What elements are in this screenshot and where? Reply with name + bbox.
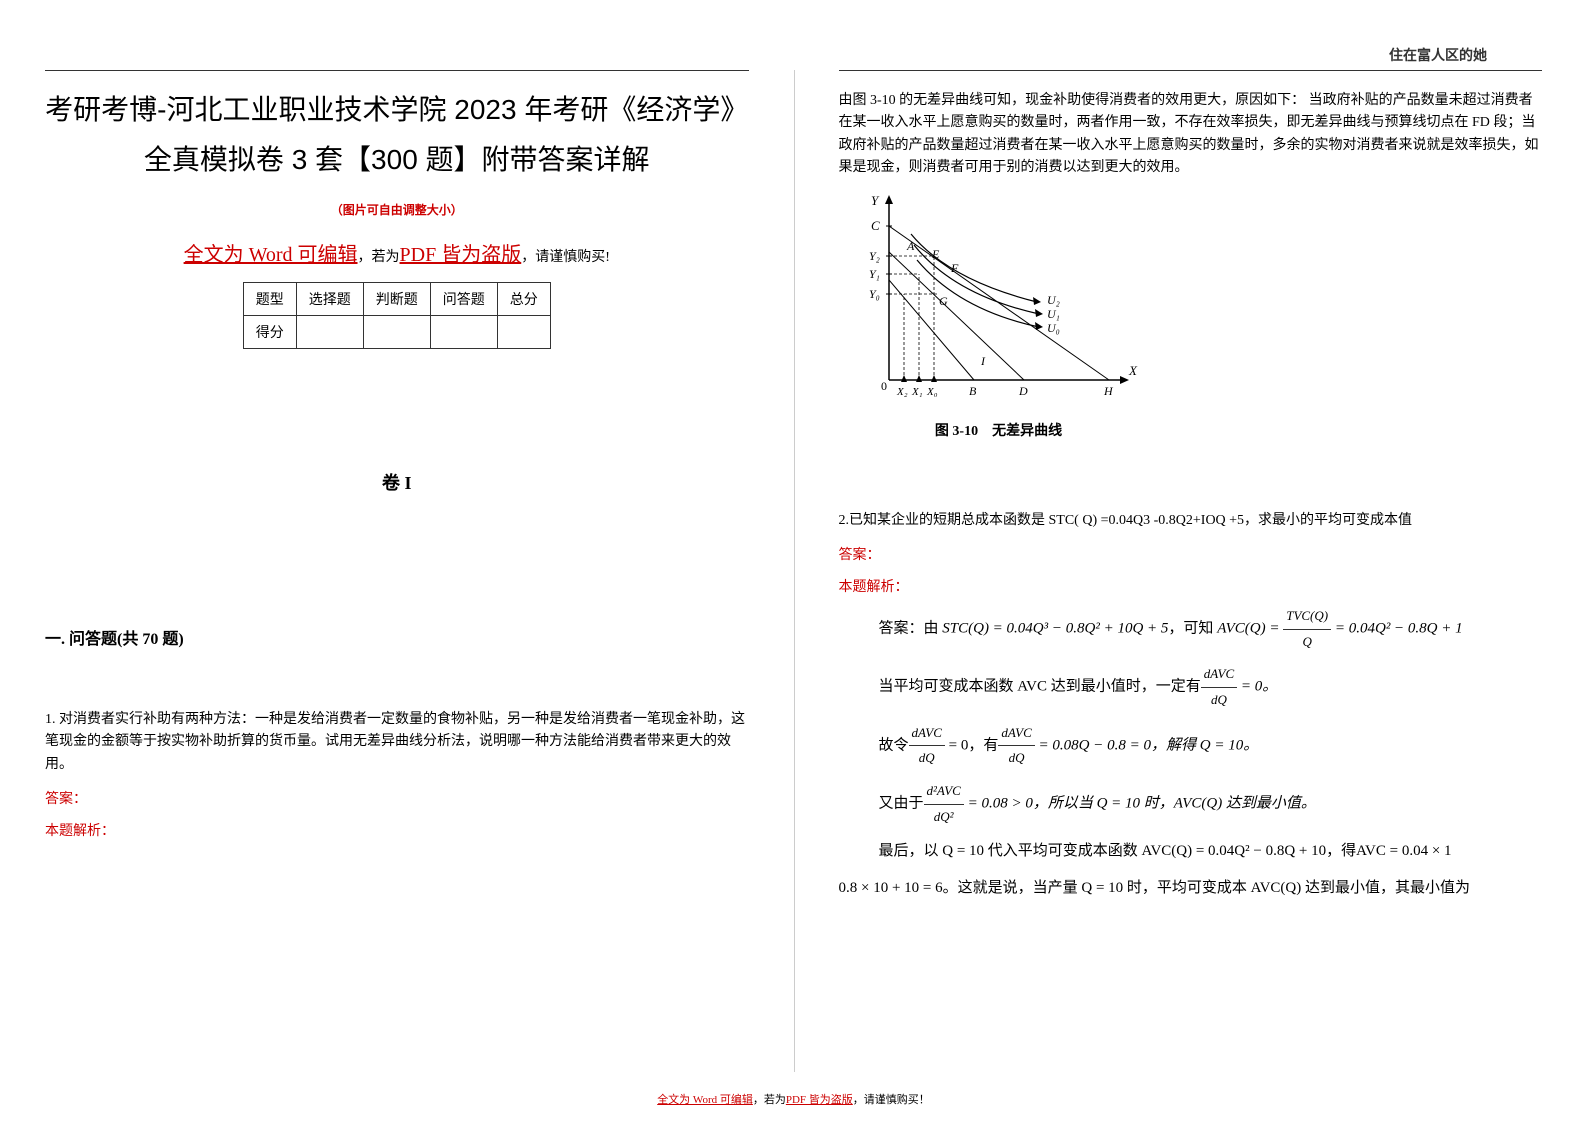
svg-text:X: X: [1128, 363, 1138, 378]
mid: ，可知: [1168, 621, 1217, 637]
svg-text:E: E: [931, 247, 940, 261]
svg-text:X₂: X₂: [896, 386, 908, 398]
pdf-pirate-text: PDF 皆为盗版: [400, 244, 522, 266]
answer-label: 答案：: [839, 544, 1543, 564]
question-1: 1. 对消费者实行补助有两种方法：一种是发给消费者一定数量的食物补贴，另一种是发…: [45, 709, 749, 776]
fraction: dAVCdQ: [909, 721, 945, 771]
table-row: 得分: [243, 315, 550, 348]
svg-text:D: D: [1018, 384, 1028, 398]
header-rule: [839, 70, 1543, 71]
diagram-svg: Y X 0 C Y₂ Y₁ Y₀ U: [859, 190, 1139, 410]
result: = 0.04Q² − 0.8Q + 1: [1331, 621, 1463, 637]
left-page: 考研考博-河北工业职业技术学院 2023 年考研《经济学》全真模拟卷 3 套【3…: [0, 0, 794, 1122]
fraction: dAVCdQ: [1201, 662, 1237, 712]
question-2: 2.已知某企业的短期总成本函数是 STC( Q) =0.04Q3 -0.8Q2+…: [839, 510, 1543, 532]
svg-text:U₀: U₀: [1047, 321, 1060, 335]
score-label-cell: 得分: [243, 315, 296, 348]
math-line-4: 又由于d²AVCdQ² = 0.08 > 0，所以当 Q = 10 时，AVC(…: [879, 779, 1543, 829]
image-size-note: （图片可自由调整大小）: [45, 201, 749, 218]
header-cell: 总分: [497, 282, 550, 315]
edit-end: ，请谨慎购买!: [521, 250, 610, 265]
svg-text:Y: Y: [871, 193, 880, 208]
svg-text:X₀: X₀: [926, 386, 938, 398]
empty-cell: [497, 315, 550, 348]
svg-text:X₁: X₁: [911, 386, 923, 398]
avc-label: AVC(Q) =: [1217, 621, 1283, 637]
fraction: TVC(Q)Q: [1283, 604, 1331, 654]
right-page: 住在富人区的她 由图 3-10 的无差异曲线可知，现金补助使得消费者的效用更大，…: [794, 0, 1587, 1122]
svg-text:C: C: [871, 218, 880, 233]
diagram-caption: 图 3-10 无差异曲线: [859, 420, 1139, 440]
footer-notice: 全文为 Word 可编辑，若为PDF 皆为盗版，请谨慎购买！: [0, 1091, 1587, 1107]
line5: 最后，以 Q = 10 代入平均可变成本函数 AVC(Q) = 0.04Q² −…: [879, 843, 1452, 859]
math-line-2: 当平均可变成本函数 AVC 达到最小值时，一定有dAVCdQ = 0。: [879, 662, 1543, 712]
footer-pdf: PDF 皆为盗版: [786, 1094, 853, 1106]
empty-cell: [363, 315, 430, 348]
word-editable-text: 全文为 Word 可编辑: [184, 244, 358, 266]
footer-word: 全文为 Word 可编辑: [657, 1094, 753, 1106]
document-title: 考研考博-河北工业职业技术学院 2023 年考研《经济学》全真模拟卷 3 套【3…: [45, 85, 749, 186]
table-row: 题型 选择题 判断题 问答题 总分: [243, 282, 550, 315]
svg-text:Y₀: Y₀: [869, 287, 880, 301]
explanation-text: 由图 3-10 的无差异曲线可知，现金补助使得消费者的效用更大，原因如下： 当政…: [839, 90, 1543, 180]
calc: = 0.08Q − 0.8 = 0，解得 Q = 10。: [1035, 737, 1258, 753]
score-table: 题型 选择题 判断题 问答题 总分 得分: [243, 282, 551, 349]
footer-end: ，请谨慎购买！: [853, 1094, 930, 1106]
analysis-label: 本题解析：: [45, 820, 749, 840]
math-line-3: 故令dAVCdQ = 0，有dAVCdQ = 0.08Q − 0.8 = 0，解…: [879, 721, 1543, 771]
indifference-curve-diagram: Y X 0 C Y₂ Y₁ Y₀ U: [859, 190, 1543, 440]
answer-label: 答案：: [45, 788, 749, 808]
prefix: 故令: [879, 737, 909, 753]
volume-label: 卷 I: [45, 469, 749, 495]
edit-notice: 全文为 Word 可编辑，若为PDF 皆为盗版，请谨慎购买!: [45, 238, 749, 267]
prefix: 又由于: [879, 796, 924, 812]
analysis-label: 本题解析：: [839, 576, 1543, 596]
math-line-6: 0.8 × 10 + 10 = 6。这就是说，当产量 Q = 10 时，平均可变…: [839, 874, 1543, 903]
end: = 0。: [1237, 679, 1277, 695]
math-line-5: 最后，以 Q = 10 代入平均可变成本函数 AVC(Q) = 0.04Q² −…: [879, 837, 1543, 866]
svg-text:I: I: [980, 354, 986, 368]
fraction: d²AVCdQ²: [924, 779, 964, 829]
header-cell: 问答题: [430, 282, 497, 315]
svg-text:A: A: [906, 239, 915, 253]
svg-text:U₂: U₂: [1047, 293, 1060, 307]
prefix: 当平均可变成本函数 AVC 达到最小值时，一定有: [879, 679, 1201, 695]
fraction: dAVCdQ: [998, 721, 1034, 771]
watermark-text: 住在富人区的她: [1389, 45, 1487, 65]
svg-text:U₁: U₁: [1047, 307, 1060, 321]
end: = 0.08 > 0，所以当 Q = 10 时，AVC(Q) 达到最小值。: [964, 796, 1316, 812]
footer-mid: ，若为: [753, 1094, 786, 1106]
header-rule: [45, 70, 749, 71]
svg-text:B: B: [969, 384, 977, 398]
header-cell: 判断题: [363, 282, 430, 315]
svg-text:Y₁: Y₁: [869, 267, 880, 281]
svg-text:H: H: [1103, 384, 1114, 398]
svg-text:F: F: [950, 261, 959, 275]
prefix: 答案：由: [879, 621, 943, 637]
svg-text:G: G: [939, 294, 948, 308]
mid: = 0，有: [945, 737, 998, 753]
line6: 0.8 × 10 + 10 = 6。这就是说，当产量 Q = 10 时，平均可变…: [839, 880, 1470, 896]
header-cell: 题型: [243, 282, 296, 315]
edit-mid: ，若为: [358, 250, 400, 265]
svg-text:0: 0: [881, 379, 887, 393]
header-cell: 选择题: [296, 282, 363, 315]
svg-text:Y₂: Y₂: [869, 249, 880, 263]
empty-cell: [430, 315, 497, 348]
section-heading: 一. 问答题(共 70 题): [45, 625, 749, 649]
stc-formula: STC(Q) = 0.04Q³ − 0.8Q² + 10Q + 5: [942, 621, 1168, 637]
empty-cell: [296, 315, 363, 348]
math-line-1: 答案：由 STC(Q) = 0.04Q³ − 0.8Q² + 10Q + 5，可…: [879, 604, 1543, 654]
